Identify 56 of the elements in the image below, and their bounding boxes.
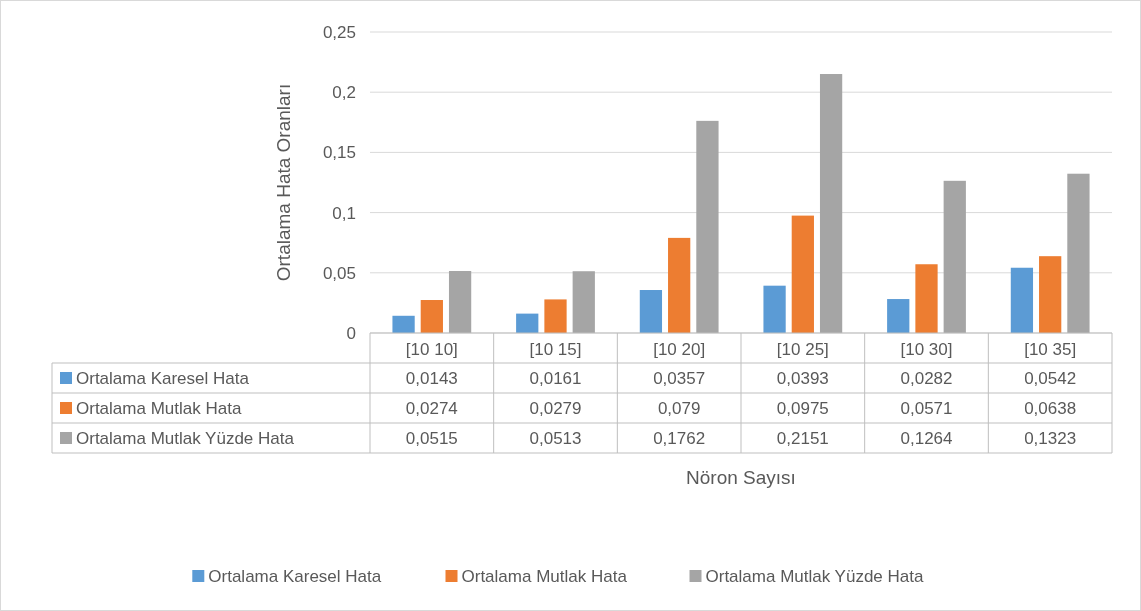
bar	[887, 299, 910, 333]
data-label: 0,0274	[405, 399, 458, 418]
y-tick-label: 0,25	[322, 23, 356, 42]
data-label: 0,0161	[529, 369, 582, 388]
bar	[448, 270, 472, 333]
data-label: 0,0515	[405, 429, 458, 448]
data-label: 0,1762	[653, 429, 706, 448]
legend-label: Ortalama Mutlak Hata	[76, 399, 242, 418]
bar	[696, 120, 719, 333]
text: Ortalama Mutlak Yüzde Hata	[705, 567, 924, 586]
y-tick-label: 0,05	[322, 263, 356, 283]
bar	[1010, 267, 1034, 333]
bar	[516, 313, 539, 333]
bar	[1067, 173, 1090, 333]
x-tick-label: [10 30]	[900, 340, 953, 359]
data-label: 0,0143	[405, 369, 458, 388]
y-tick-label: 0,1	[332, 203, 356, 223]
bar	[392, 315, 415, 333]
y-tick-label: 0	[346, 324, 356, 343]
bar	[915, 264, 938, 333]
data-label: 0,0279	[529, 399, 582, 418]
legend-label: Ortalama Karesel Hata	[76, 369, 250, 388]
bar	[420, 300, 443, 333]
x-tick-label: [10 35]	[1024, 340, 1077, 359]
data-label: 0,0571	[900, 399, 953, 418]
bar	[1039, 256, 1062, 333]
bar	[544, 299, 567, 333]
bar	[639, 290, 663, 333]
data-label: 0,1264	[900, 429, 953, 448]
data-label: 0,0638	[1024, 399, 1077, 418]
y-tick-label: 0,15	[322, 143, 356, 163]
bar	[668, 237, 691, 333]
bar	[572, 271, 595, 333]
data-label: 0,0282	[900, 369, 953, 388]
text: Nöron Sayısı	[686, 467, 796, 488]
data-label: 0,0357	[653, 369, 706, 388]
x-tick-label: [10 10]	[405, 340, 458, 359]
legend-label: Ortalama Mutlak Yüzde Hata	[76, 429, 295, 448]
x-tick-label: [10 25]	[776, 340, 829, 359]
x-tick-label: [10 20]	[653, 340, 706, 359]
x-tick-label: [10 15]	[529, 340, 582, 359]
text: Ortalama Karesel Hata	[208, 567, 382, 586]
text: Ortalama Mutlak Hata	[461, 567, 627, 586]
data-label: 0,2151	[776, 429, 829, 448]
data-label: 0,0393	[776, 369, 829, 388]
bar	[819, 74, 843, 333]
bar	[943, 180, 966, 333]
y-axis-title: Ortalama Hata Oranları	[273, 83, 294, 282]
bar	[763, 285, 786, 333]
data-label: 0,0975	[776, 399, 829, 418]
bar	[791, 215, 814, 333]
data-label: 0,0542	[1024, 369, 1077, 388]
data-label: 0,0513	[529, 429, 582, 448]
y-tick-label: 0,2	[332, 83, 356, 103]
data-label: 0,079	[657, 399, 701, 418]
data-label: 0,1323	[1024, 429, 1077, 448]
